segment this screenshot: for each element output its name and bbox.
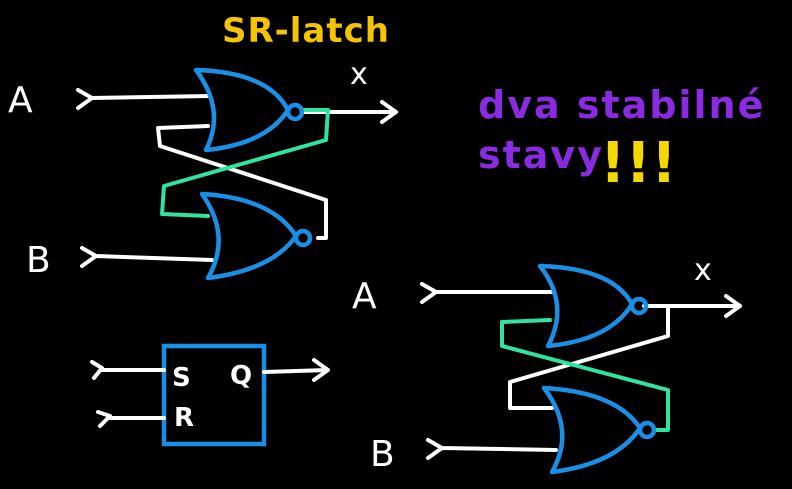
latch-top-nor-gate-2 [199, 191, 299, 281]
latch-bottom-wire-b [426, 438, 558, 460]
sr-block-input-r [96, 410, 166, 428]
latch-top-feedback-white [156, 124, 328, 240]
latch-top: A B x [8, 57, 398, 281]
latch-bottom-output-label: x [694, 253, 712, 288]
sr-block-output-q [262, 358, 330, 382]
sr-block: S R Q [90, 343, 330, 447]
latch-bottom-wire-a [420, 282, 554, 304]
latch-top-nor-bubble-1 [285, 102, 305, 122]
latch-bottom-input-b-label: B [370, 434, 395, 475]
latch-bottom-nor-bubble-1 [629, 296, 649, 316]
latch-top-input-b-label: B [26, 240, 51, 281]
latch-bottom-feedback-white [508, 304, 670, 410]
latch-bottom-nor-bubble-2 [637, 420, 657, 440]
sr-block-q-label: Q [230, 361, 252, 391]
title: SR-latch [222, 11, 390, 51]
latch-bottom-nor-gate-1 [537, 263, 635, 349]
sr-block-s-label: S [172, 363, 191, 393]
latch-bottom: A B x [352, 253, 742, 475]
sr-block-box [161, 343, 267, 447]
latch-top-output-label: x [350, 57, 368, 92]
latch-bottom-nor-gate-2 [541, 385, 643, 475]
latch-top-input-a-label: A [8, 80, 33, 121]
latch-top-wire-b [80, 246, 214, 268]
latch-top-nor-gate-1 [193, 67, 291, 153]
note-line2: stavy [478, 133, 604, 177]
latch-bottom-output-arrow [642, 294, 742, 318]
latch-bottom-input-a-label: A [352, 276, 377, 317]
latch-bottom-feedback-active [500, 318, 670, 432]
sr-block-input-s [90, 360, 166, 380]
latch-top-wire-a [76, 88, 212, 110]
note-line1: dva stabilné [478, 83, 765, 127]
latch-top-nor-bubble-2 [293, 228, 313, 248]
sr-block-r-label: R [174, 403, 194, 433]
exclamation-marks: !!! [600, 131, 677, 196]
latch-top-feedback-active [160, 108, 330, 218]
